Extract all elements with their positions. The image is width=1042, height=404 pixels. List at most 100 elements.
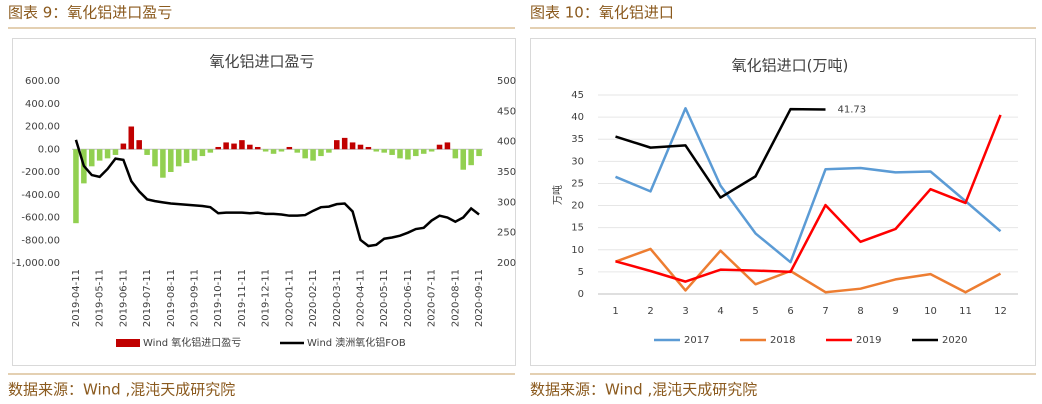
chart-title: 氧化铝进口盈亏 (209, 53, 314, 71)
bar (152, 149, 158, 167)
bar (310, 149, 316, 161)
x-tick-label: 2019-09-11 (190, 269, 201, 327)
line (615, 107, 826, 199)
bar (183, 149, 190, 163)
line (615, 247, 1002, 294)
y2-tick-label: 200 (497, 258, 516, 269)
bar (120, 143, 127, 150)
x-tick-label: 2020-06-11 (403, 269, 414, 327)
legend-swatch (116, 339, 140, 347)
line (74, 139, 480, 248)
bar (365, 146, 372, 150)
y-tick-label: 45 (571, 90, 584, 101)
y-tick-label: 30 (571, 156, 584, 167)
x-tick-label: 12 (994, 306, 1007, 317)
chart-title: 氧化铝进口(万吨) (732, 57, 849, 75)
x-tick-label: 2019-12-11 (261, 269, 272, 327)
y-tick-label: 35 (571, 134, 584, 145)
bar (460, 149, 467, 170)
y-tick-label: 5 (578, 267, 584, 278)
legend-label: 2019 (856, 335, 881, 346)
bar (349, 142, 356, 150)
bar (389, 149, 395, 155)
bar (96, 149, 103, 161)
bar (341, 137, 348, 150)
bar (247, 144, 253, 150)
bar (104, 149, 111, 159)
x-tick-label: 2020-08-11 (450, 269, 461, 327)
x-tick-label: 2020-01-11 (284, 269, 295, 327)
y-tick-label: 10 (571, 245, 584, 256)
x-tick-label: 5 (752, 306, 758, 317)
bar (136, 140, 142, 150)
x-tick-label: 2019-10-11 (213, 269, 224, 327)
legend-label: 2018 (770, 335, 795, 346)
y-tick-label: 0.00 (38, 144, 60, 155)
bar (128, 126, 135, 150)
legend-label: 2020 (942, 335, 967, 346)
y-tick-label: -600.00 (21, 213, 60, 224)
caption: 图表 9：氧化铝进口盈亏 (8, 4, 172, 22)
y-tick-label: -1,000.00 (12, 258, 60, 269)
y-tick-label: -400.00 (21, 190, 60, 201)
bar (357, 144, 364, 150)
y-tick-label: 400.00 (25, 99, 60, 110)
legend-label: 2017 (684, 335, 709, 346)
bar (413, 149, 419, 157)
bar (144, 149, 150, 155)
x-tick-label: 7 (822, 306, 828, 317)
bar (112, 149, 119, 155)
bar (231, 143, 237, 150)
y-tick-label: 600.00 (25, 76, 60, 87)
y-tick-label: 0 (578, 289, 584, 300)
x-tick-label: 2020-07-11 (427, 269, 438, 327)
y-tick-label: 200.00 (25, 122, 60, 133)
bar (168, 149, 174, 172)
x-tick-label: 2019-08-11 (166, 269, 177, 327)
bar (262, 149, 269, 152)
x-tick-label: 6 (787, 306, 793, 317)
y-tick-label: 40 (571, 112, 584, 123)
y2-tick-label: 350 (497, 167, 516, 178)
x-tick-label: 2020-04-11 (355, 269, 366, 327)
x-tick-label: 2019-04-11 (71, 269, 82, 327)
y2-tick-label: 400 (497, 137, 516, 148)
x-tick-label: 2020-05-11 (379, 269, 390, 327)
data-label: 41.73 (838, 104, 867, 115)
chart-frame (12, 38, 516, 366)
bar (215, 146, 221, 150)
caption: 图表 10：氧化铝进口 (530, 4, 674, 22)
bar (302, 149, 308, 159)
source: 数据来源：Wind ,混沌天成研究院 (8, 381, 235, 399)
source: 数据来源：Wind ,混沌天成研究院 (530, 381, 757, 399)
x-tick-label: 2019-07-11 (142, 269, 153, 327)
bar (373, 149, 380, 152)
bar (199, 149, 206, 157)
x-tick-label: 3 (682, 306, 688, 317)
x-tick-label: 8 (857, 306, 863, 317)
y2-tick-label: 450 (497, 106, 516, 117)
bar (286, 146, 293, 150)
bar (436, 144, 443, 150)
y-tick-label: 25 (571, 178, 584, 189)
x-tick-label: 10 (924, 306, 937, 317)
bar (270, 149, 277, 154)
x-tick-label: 11 (959, 306, 972, 317)
bar (397, 149, 403, 159)
y2-tick-label: 500 (497, 76, 516, 87)
bar (318, 149, 324, 157)
x-tick-label: 2019-06-11 (118, 269, 129, 327)
bar (160, 149, 166, 178)
bar (381, 149, 387, 153)
bar (191, 149, 198, 161)
legend-label: Wind 氧化铝进口盈亏 (143, 336, 241, 349)
y-tick-label: 15 (571, 223, 584, 234)
line (615, 107, 1002, 264)
bar (175, 149, 182, 167)
x-tick-label: 2 (647, 306, 653, 317)
bar (88, 149, 95, 167)
bar (476, 149, 482, 157)
y-axis-label: 万吨 (551, 185, 564, 205)
bar (405, 149, 411, 160)
